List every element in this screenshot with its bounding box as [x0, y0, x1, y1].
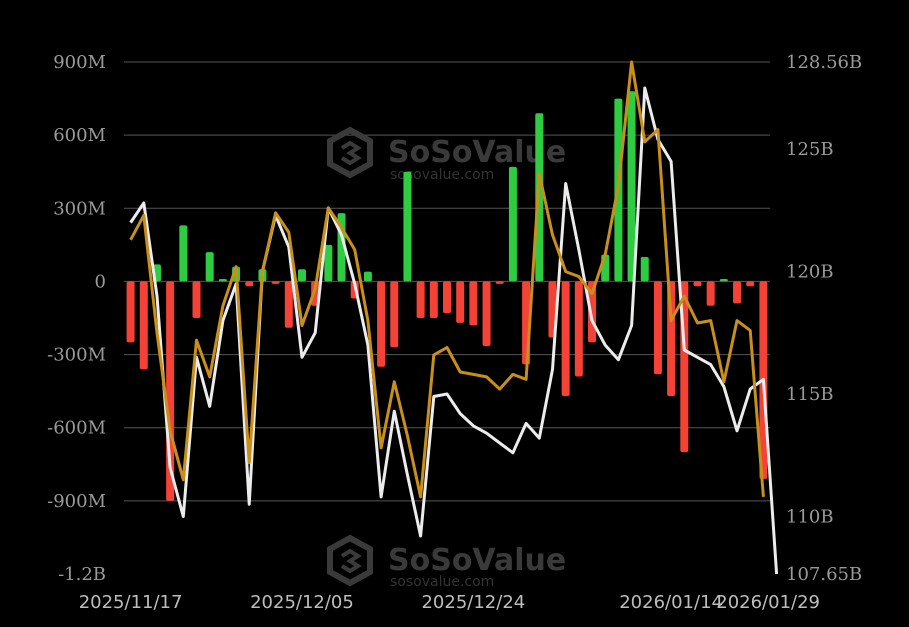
right-tick-label: 125B — [786, 139, 834, 160]
flow-bar — [746, 281, 755, 287]
flow-bar — [297, 269, 306, 282]
flow-bar — [443, 281, 451, 314]
flow-bar — [561, 281, 570, 397]
flow-bar — [284, 281, 293, 328]
watermark-site: sosovalue.com — [390, 167, 494, 183]
watermark-top: SoSoValue sosovalue.com — [327, 126, 566, 183]
right-tick-label: 128.56B — [786, 52, 862, 73]
x-tick-label: 2025/12/05 — [250, 592, 354, 613]
right-axis-ticks: 128.56B 125B 120B 115B 110B 107.65B — [786, 52, 862, 585]
left-axis-ticks: 900M 600M 300M 0 -300M -600M -900M -1.2B — [47, 52, 106, 585]
right-tick-label: 110B — [786, 506, 834, 527]
series-lines — [129, 60, 779, 575]
flow-bar — [245, 281, 254, 287]
left-tick-label: -1.2B — [58, 564, 106, 585]
flow-bar — [377, 281, 386, 367]
x-axis-ticks: 2025/11/17 2025/12/05 2025/12/24 2026/01/14… — [79, 592, 820, 613]
right-tick-label: 107.65B — [786, 564, 862, 585]
flow-bar — [469, 281, 478, 326]
x-tick-label: 2025/11/17 — [79, 592, 183, 613]
sosovalue-logo-icon — [327, 126, 373, 179]
flow-bar — [218, 278, 227, 282]
flow-bar — [508, 166, 517, 282]
left-tick-label: -900M — [47, 491, 106, 512]
flow-bar — [719, 278, 728, 282]
watermark-group: SoSoValue sosovalue.com SoSoValue sosova… — [327, 126, 566, 590]
flow-bar — [139, 281, 148, 370]
right-tick-label: 115B — [786, 384, 834, 405]
flow-bar — [179, 225, 188, 282]
watermark-bottom: SoSoValue sosovalue.com — [327, 534, 566, 590]
flow-bar — [271, 281, 280, 284]
flow-bar — [416, 281, 425, 318]
flow-bar — [640, 257, 649, 282]
flow-bar — [429, 281, 438, 318]
x-tick-label: 2026/01/29 — [716, 592, 820, 613]
left-tick-label: 0 — [95, 271, 106, 292]
left-tick-label: -600M — [47, 418, 106, 439]
left-tick-label: -300M — [47, 345, 106, 366]
watermark-brand: SoSoValue — [388, 543, 566, 578]
price-line — [129, 60, 765, 499]
flow-bar — [574, 281, 583, 377]
flow-bar — [693, 281, 702, 287]
left-tick-label: 900M — [53, 52, 106, 73]
flow-bar — [733, 281, 742, 304]
x-tick-label: 2026/01/14 — [619, 592, 723, 613]
flow-bar — [495, 281, 504, 284]
watermark-site: sosovalue.com — [390, 574, 494, 590]
x-tick-label: 2025/12/24 — [421, 592, 525, 613]
flow-bar — [627, 91, 636, 282]
flow-bar — [706, 281, 715, 306]
flow-bar — [653, 281, 662, 375]
flow-bar — [390, 281, 399, 348]
right-tick-label: 120B — [786, 262, 834, 283]
left-tick-label: 300M — [53, 198, 106, 219]
flow-bar — [363, 271, 372, 282]
flow-bar — [324, 244, 333, 282]
flow-bar — [126, 281, 135, 343]
flow-bar — [403, 171, 412, 282]
flow-bar — [205, 252, 214, 282]
flow-bar — [456, 281, 465, 323]
flow-bar — [482, 281, 491, 347]
sosovalue-logo-icon — [327, 534, 373, 587]
left-tick-label: 600M — [53, 125, 106, 146]
flow-bar — [192, 281, 201, 318]
